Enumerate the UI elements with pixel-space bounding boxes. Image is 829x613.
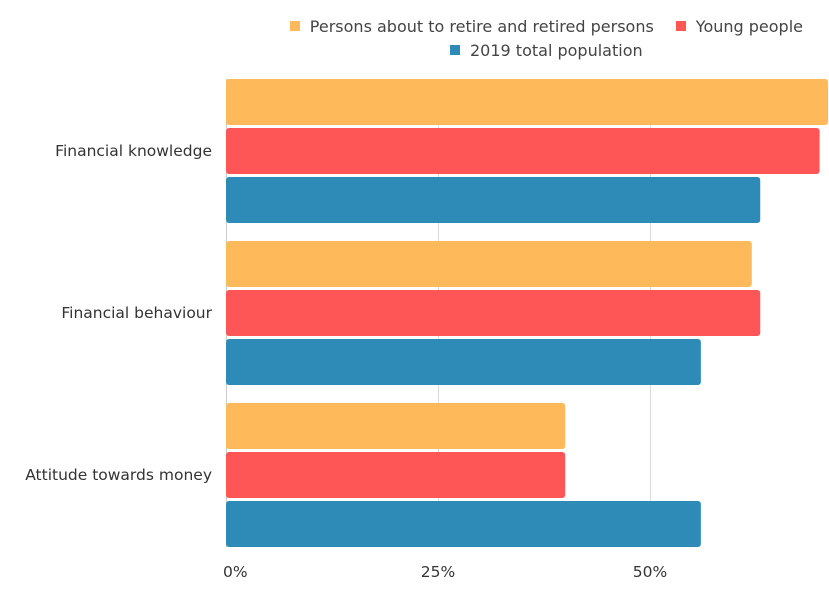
legend-label-retired: Persons about to retire and retired pers… xyxy=(309,16,654,36)
bar-1-1 xyxy=(226,290,761,336)
legend-swatch-total xyxy=(450,45,460,55)
category-label: Attitude towards money xyxy=(25,466,212,484)
category-label: Financial behaviour xyxy=(61,304,212,322)
legend-row-2: 2019 total population xyxy=(0,38,829,62)
bar-2-2 xyxy=(226,501,701,547)
bar-1-0 xyxy=(226,241,752,287)
legend-row-1: Persons about to retire and retired pers… xyxy=(0,14,829,38)
bar-1-2 xyxy=(226,339,701,385)
category-label: Financial knowledge xyxy=(55,142,212,160)
legend-label-total: 2019 total population xyxy=(470,40,643,60)
bar-0-2 xyxy=(226,177,761,223)
bar-2-1 xyxy=(226,452,566,498)
legend: Persons about to retire and retired pers… xyxy=(0,14,829,62)
x-tick-label: 50% xyxy=(633,563,667,581)
legend-item-young[interactable]: Young people xyxy=(675,16,803,36)
legend-item-retired[interactable]: Persons about to retire and retired pers… xyxy=(289,16,654,36)
legend-item-total[interactable]: 2019 total population xyxy=(450,41,643,60)
legend-label-young: Young people xyxy=(695,16,803,36)
legend-swatch-young xyxy=(675,21,686,31)
bar-0-0 xyxy=(226,79,829,125)
bar-2-0 xyxy=(226,403,566,449)
x-tick-label: 25% xyxy=(421,563,455,581)
legend-swatch-retired xyxy=(289,21,300,31)
x-tick-label: 0% xyxy=(223,563,248,581)
bar-0-1 xyxy=(226,128,820,174)
